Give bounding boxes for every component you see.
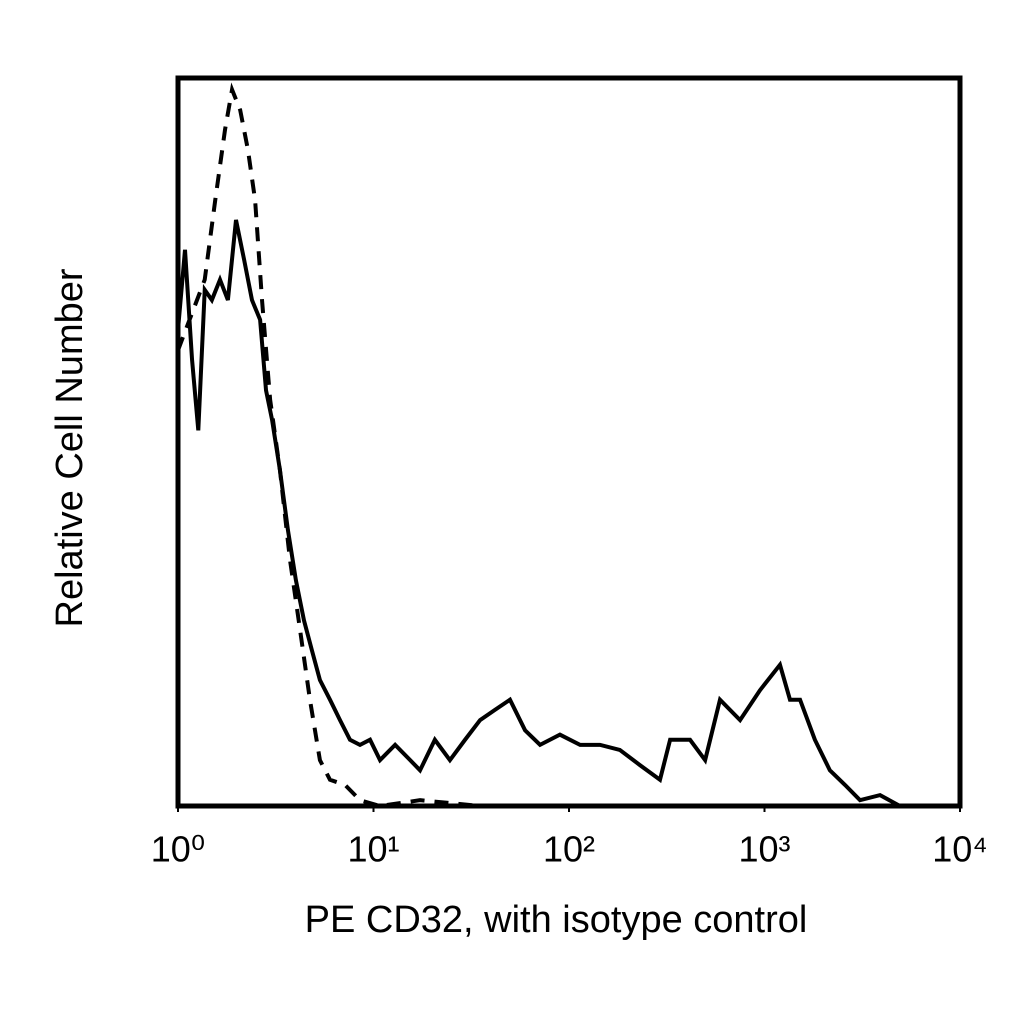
histogram-line: [176, 219, 960, 808]
x-tick-label: 10³: [738, 829, 790, 870]
x-tick-label: 10⁴: [932, 829, 988, 870]
plot-frame: [175, 75, 963, 809]
x-tick-label: 10²: [543, 829, 595, 870]
plot-area: [176, 82, 960, 809]
x-tick-label: 10¹: [347, 829, 399, 870]
histogram-line: [176, 82, 960, 809]
x-tick-label: 10⁰: [151, 829, 205, 870]
y-axis-label: Relative Cell Number: [49, 268, 91, 627]
x-axis-label: PE CD32, with isotype control: [305, 899, 808, 941]
